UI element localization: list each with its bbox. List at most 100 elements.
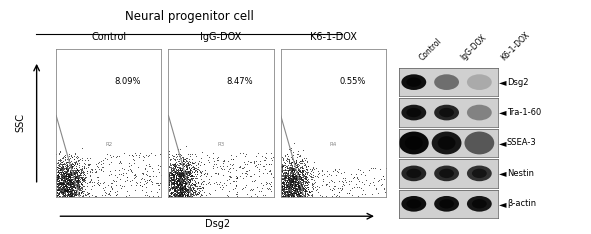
Point xyxy=(330,168,340,172)
Point xyxy=(53,168,63,172)
Point xyxy=(286,165,296,169)
Point xyxy=(238,187,247,191)
Point xyxy=(70,172,79,176)
Point xyxy=(277,177,287,181)
Point xyxy=(87,185,97,188)
Point xyxy=(51,184,61,188)
Point xyxy=(64,179,74,183)
Point xyxy=(280,180,289,184)
Point xyxy=(59,170,68,174)
Point xyxy=(298,173,307,177)
Point xyxy=(277,191,286,194)
Point xyxy=(324,172,334,176)
Point xyxy=(284,173,293,177)
Point xyxy=(74,174,83,177)
Point xyxy=(113,189,122,193)
Point xyxy=(56,177,66,181)
Point xyxy=(69,168,78,172)
Point xyxy=(176,167,185,171)
Point xyxy=(286,182,296,185)
Point xyxy=(176,172,186,175)
Point xyxy=(291,188,300,192)
Point xyxy=(283,154,293,158)
Point xyxy=(179,159,189,162)
Point xyxy=(67,155,77,159)
Point xyxy=(181,186,190,189)
Point xyxy=(65,191,74,195)
Point xyxy=(144,154,154,157)
Point xyxy=(180,169,189,173)
Point xyxy=(223,194,233,198)
Point xyxy=(295,181,304,185)
Point xyxy=(87,193,97,197)
Point xyxy=(296,189,306,192)
Point xyxy=(90,167,99,171)
Point xyxy=(174,177,183,181)
Point xyxy=(64,177,73,181)
Point xyxy=(80,176,90,180)
Point xyxy=(291,183,300,187)
Point xyxy=(175,161,184,165)
Point xyxy=(294,154,304,158)
Point xyxy=(282,183,291,187)
Point xyxy=(283,185,293,189)
Point xyxy=(57,176,66,179)
Point xyxy=(100,157,109,160)
Point xyxy=(342,180,351,183)
Point xyxy=(176,190,186,194)
Point xyxy=(335,190,344,194)
Point xyxy=(93,180,102,184)
Point xyxy=(66,182,75,186)
Point xyxy=(139,182,149,186)
Point xyxy=(178,190,188,194)
Point xyxy=(90,170,100,174)
Point xyxy=(72,171,82,175)
Point xyxy=(303,187,313,191)
Point xyxy=(63,174,72,177)
Point xyxy=(62,175,72,178)
Point xyxy=(167,171,176,175)
Point xyxy=(56,175,66,178)
Point xyxy=(52,188,61,192)
Point xyxy=(73,178,83,182)
Point xyxy=(54,191,64,195)
Point xyxy=(302,189,311,193)
Point xyxy=(325,187,335,191)
Point xyxy=(184,182,193,186)
Point xyxy=(301,186,311,190)
Point xyxy=(165,189,174,192)
Point xyxy=(55,194,64,198)
Point xyxy=(291,177,301,181)
Point xyxy=(183,175,192,179)
Point xyxy=(74,158,84,162)
Point xyxy=(283,192,293,196)
Point xyxy=(75,187,85,191)
Point xyxy=(66,183,75,186)
Point xyxy=(184,173,193,176)
Point xyxy=(177,190,186,194)
Point xyxy=(76,191,86,195)
Point xyxy=(54,178,63,182)
Point xyxy=(66,189,75,193)
Point xyxy=(186,192,196,196)
Point xyxy=(177,189,187,193)
Point xyxy=(173,177,183,181)
Point xyxy=(54,151,64,155)
Point xyxy=(340,178,349,182)
Point xyxy=(72,172,82,176)
Point xyxy=(89,183,98,187)
Point xyxy=(166,166,176,170)
Point xyxy=(196,192,206,196)
Point xyxy=(194,191,203,195)
Point xyxy=(179,174,189,178)
Point xyxy=(54,152,63,155)
Point xyxy=(63,189,73,192)
Point xyxy=(173,182,182,185)
Point xyxy=(54,174,64,178)
Point xyxy=(61,180,71,183)
Point xyxy=(369,183,379,186)
Point xyxy=(177,183,187,186)
Point xyxy=(69,169,78,172)
Point xyxy=(54,166,63,169)
Point xyxy=(280,178,290,182)
